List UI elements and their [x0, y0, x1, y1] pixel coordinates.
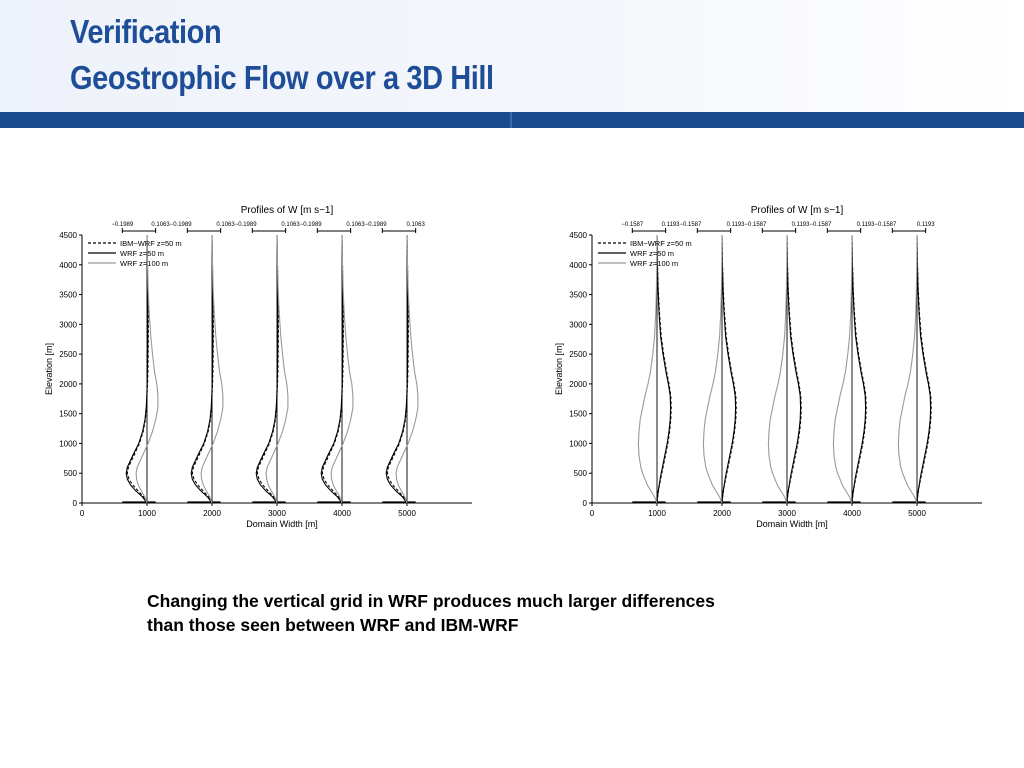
scale-label-5: 0.1193−0.1587: [857, 222, 897, 228]
scale-label-5: 0.1063−0.1989: [346, 222, 387, 228]
y-tick-label-500: 500: [574, 469, 588, 478]
series-line-2-profile-1: [656, 234, 672, 504]
y-tick-label-3500: 3500: [569, 291, 587, 300]
series-line-1-profile-1: [656, 234, 672, 504]
x-tick-label-1000: 1000: [138, 509, 156, 518]
scale-label-4: 0.1063−0.1989: [281, 222, 322, 228]
x-tick-label-3000: 3000: [778, 509, 796, 518]
scale-label-6: 0.1193: [917, 222, 936, 228]
series-line-3-profile-4: [832, 234, 853, 504]
y-tick-label-1000: 1000: [59, 439, 77, 448]
chart-right-svg: Profiles of W [m s−1] −0.1587 0.1193−0.158…: [554, 205, 982, 529]
profiles-chart-right: Profiles of W [m s−1] −0.1587 0.1193−0.158…: [540, 195, 1000, 540]
y-tick-label-1500: 1500: [59, 410, 77, 419]
y-axis-label: Elevation [m]: [44, 343, 54, 395]
series-line-3-profile-2: [702, 234, 723, 504]
y-tick-label-2500: 2500: [569, 350, 587, 359]
slide-caption: Changing the vertical grid in WRF produc…: [147, 589, 847, 637]
y-tick-label-4000: 4000: [59, 261, 77, 270]
scale-label-3: 0.1063−0.1989: [216, 222, 257, 228]
series-line-3-profile-1: [637, 234, 658, 504]
x-tick-label-5000: 5000: [398, 509, 416, 518]
y-tick-label-4500: 4500: [569, 231, 587, 240]
x-axis-label: Domain Width [m]: [246, 519, 318, 529]
slide-header: Verification Geostrophic Flow over a 3D …: [0, 0, 1024, 112]
caption-line1: Changing the vertical grid in WRF produc…: [147, 591, 715, 611]
series-line-1-profile-1: [126, 234, 149, 504]
caption-line2: than those seen between WRF and IBM-WRF: [147, 615, 519, 635]
y-tick-label-1000: 1000: [569, 439, 587, 448]
scale-label-1: −0.1587: [621, 222, 644, 228]
legend-label-2: WRF z=50 m: [120, 249, 164, 258]
y-tick-label-3000: 3000: [59, 320, 77, 329]
y-tick-label-3000: 3000: [569, 320, 587, 329]
series-line-2-profile-5: [385, 234, 409, 504]
legend-label-3: WRF z=100 m: [120, 259, 168, 268]
series-line-2-profile-3: [786, 234, 802, 504]
series-line-3-profile-5: [395, 234, 419, 504]
slide-title-line2: Geostrophic Flow over a 3D Hill: [70, 59, 494, 96]
header-divider-bar: [0, 112, 1024, 128]
y-tick-label-1500: 1500: [569, 410, 587, 419]
y-tick-label-2000: 2000: [59, 380, 77, 389]
legend-label-3: WRF z=100 m: [630, 259, 678, 268]
y-tick-label-3500: 3500: [59, 291, 77, 300]
x-tick-label-5000: 5000: [908, 509, 926, 518]
series-line-2-profile-4: [851, 234, 867, 504]
x-tick-label-3000: 3000: [268, 509, 286, 518]
series-line-1-profile-2: [191, 234, 214, 504]
series-line-2-profile-3: [255, 234, 279, 504]
series-line-3-profile-1: [135, 234, 159, 504]
scale-label-2: 0.1063−0.1989: [151, 222, 192, 228]
series-line-1-profile-2: [721, 234, 737, 504]
series-line-2-profile-1: [125, 234, 149, 504]
x-tick-label-2000: 2000: [713, 509, 731, 518]
x-tick-label-1000: 1000: [648, 509, 666, 518]
x-tick-label-0: 0: [80, 509, 85, 518]
series-line-1-profile-4: [321, 234, 344, 504]
series-line-1-profile-5: [916, 234, 932, 504]
scale-label-3: 0.1193−0.1587: [727, 222, 767, 228]
y-tick-label-500: 500: [64, 469, 78, 478]
scale-label-1: −0.1989: [111, 222, 134, 228]
x-tick-label-0: 0: [590, 509, 595, 518]
series-line-3-profile-3: [265, 234, 289, 504]
y-tick-label-2000: 2000: [569, 380, 587, 389]
chart-left-svg: Profiles of W [m s−1] −0.1989 0.1063−0.198…: [44, 205, 472, 529]
chart-title: Profiles of W [m s−1]: [751, 205, 844, 216]
scale-label-2: 0.1193−0.1587: [662, 222, 702, 228]
scale-label-6: 0.1063: [406, 222, 425, 228]
x-tick-label-4000: 4000: [333, 509, 351, 518]
legend-label-1: IBM−WRF z=50 m: [120, 239, 182, 248]
scale-label-4: 0.1193−0.1587: [792, 222, 832, 228]
x-tick-label-4000: 4000: [843, 509, 861, 518]
legend-label-2: WRF z=50 m: [630, 249, 674, 258]
legend-label-1: IBM−WRF z=50 m: [630, 239, 692, 248]
chart-title: Profiles of W [m s−1]: [241, 205, 334, 216]
y-tick-label-0: 0: [73, 499, 78, 508]
series-line-1-profile-3: [786, 234, 802, 504]
x-axis-label: Domain Width [m]: [756, 519, 828, 529]
y-tick-label-4000: 4000: [569, 261, 587, 270]
series-line-2-profile-2: [721, 234, 737, 504]
series-line-1-profile-3: [256, 234, 279, 504]
x-tick-label-2000: 2000: [203, 509, 221, 518]
series-line-2-profile-4: [320, 234, 344, 504]
series-line-2-profile-5: [916, 234, 932, 504]
y-axis-label: Elevation [m]: [554, 343, 564, 395]
series-line-3-profile-4: [330, 234, 354, 504]
y-tick-label-4500: 4500: [59, 231, 77, 240]
series-line-3-profile-2: [200, 234, 224, 504]
series-line-3-profile-5: [897, 234, 918, 504]
series-line-2-profile-2: [190, 234, 214, 504]
profiles-chart-left: Profiles of W [m s−1] −0.1989 0.1063−0.198…: [30, 195, 490, 540]
series-line-1-profile-5: [386, 234, 409, 504]
series-line-1-profile-4: [851, 234, 867, 504]
slide-title-line1: Verification: [70, 13, 222, 50]
y-tick-label-2500: 2500: [59, 350, 77, 359]
divider-notch: [510, 112, 512, 128]
y-tick-label-0: 0: [583, 499, 588, 508]
series-line-3-profile-3: [767, 234, 788, 504]
